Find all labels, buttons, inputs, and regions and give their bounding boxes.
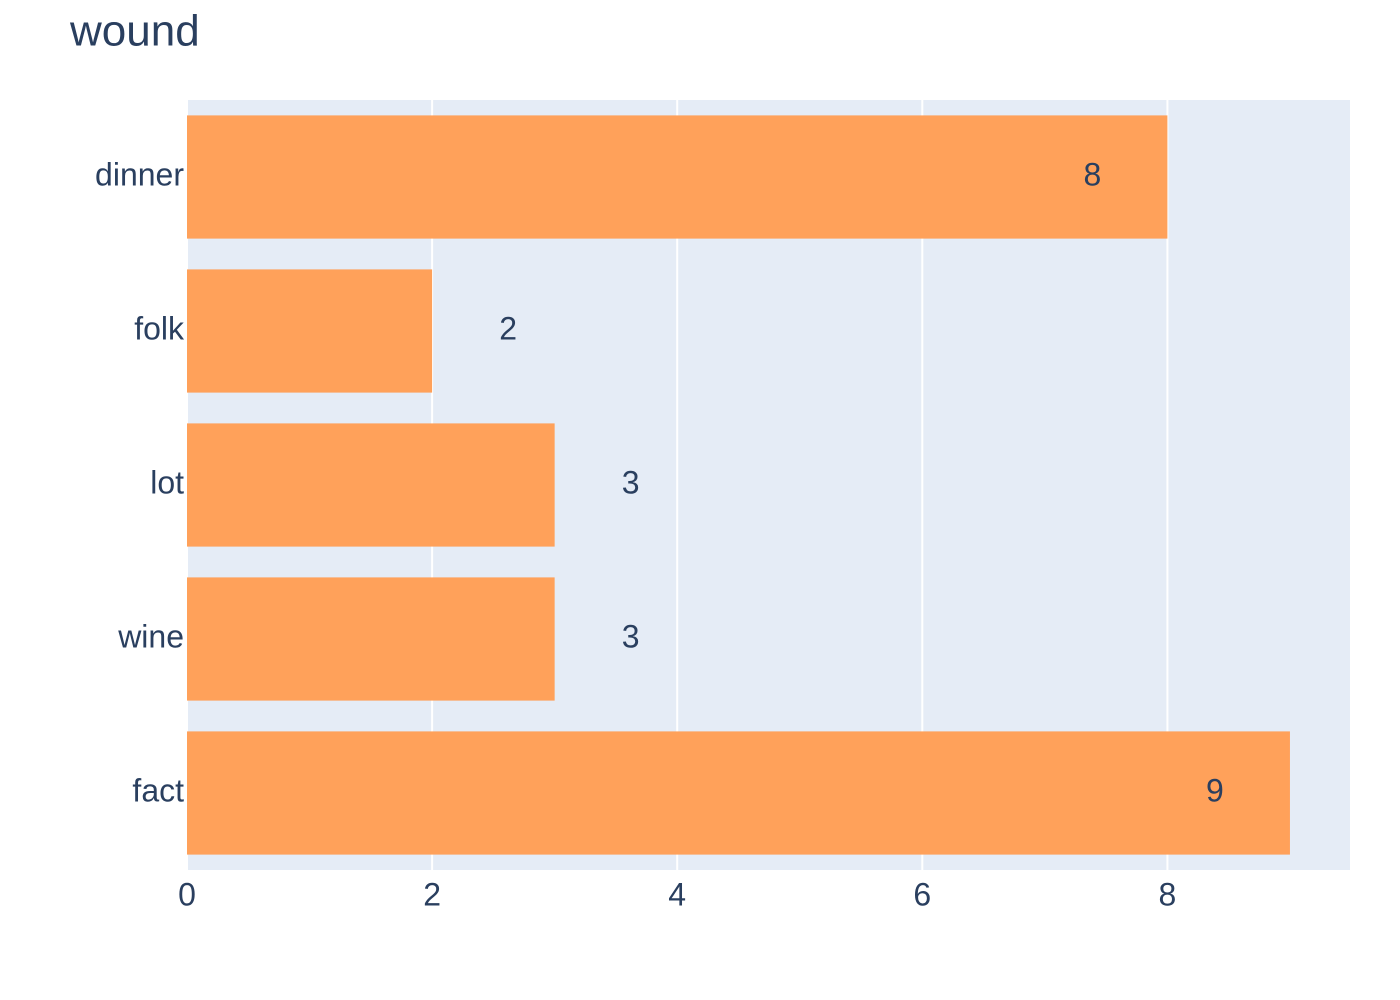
bar bbox=[187, 423, 555, 547]
value-label: 2 bbox=[499, 310, 517, 346]
value-label: 3 bbox=[622, 464, 640, 500]
y-tick-label: fact bbox=[132, 772, 184, 808]
x-tick-label: 8 bbox=[1159, 876, 1177, 912]
bar bbox=[187, 577, 555, 701]
value-label: 9 bbox=[1206, 772, 1224, 808]
y-tick-label: lot bbox=[150, 464, 184, 500]
bar bbox=[187, 115, 1168, 239]
x-tick-label: 0 bbox=[178, 876, 196, 912]
value-label: 8 bbox=[1084, 156, 1102, 192]
y-tick-label: dinner bbox=[95, 156, 184, 192]
x-tick-label: 6 bbox=[913, 876, 931, 912]
y-tick-label: folk bbox=[134, 310, 185, 346]
x-tick-label: 4 bbox=[668, 876, 686, 912]
bar bbox=[187, 269, 433, 393]
bar bbox=[187, 731, 1290, 855]
y-tick-label: wine bbox=[117, 618, 184, 654]
x-tick-label: 2 bbox=[423, 876, 441, 912]
chart-title: wound bbox=[69, 7, 200, 56]
value-label: 3 bbox=[622, 618, 640, 654]
